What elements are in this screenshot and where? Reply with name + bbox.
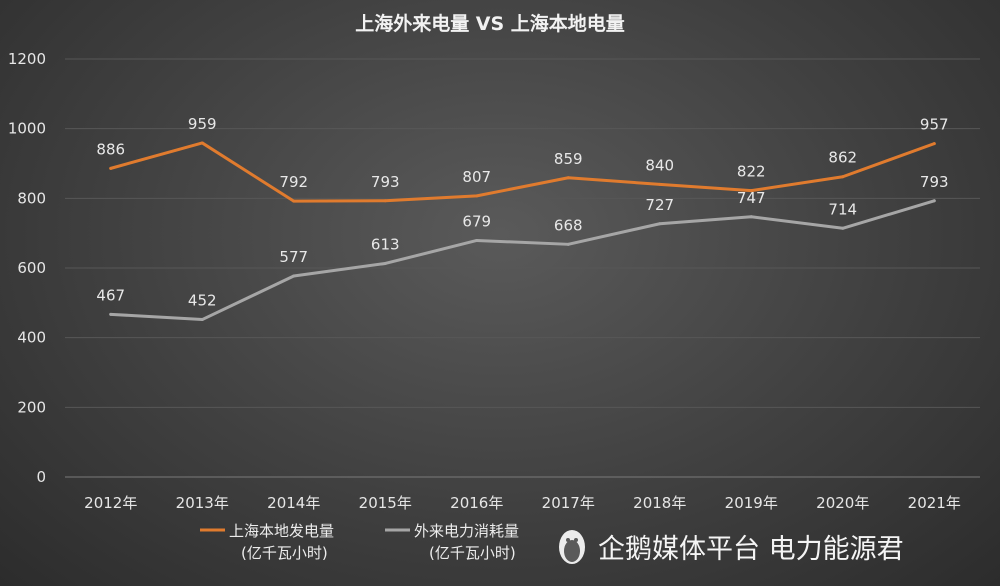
data-point — [109, 312, 113, 316]
data-label: 613 — [371, 235, 400, 253]
watermark-text: 企鹅媒体平台 电力能源君 — [598, 534, 904, 565]
data-label: 668 — [554, 216, 583, 234]
y-tick-label: 200 — [17, 398, 46, 416]
data-point — [383, 199, 387, 203]
data-point — [841, 175, 845, 179]
data-point — [292, 274, 296, 278]
y-axis-ticks: 0 200 400 600 800 1000 1200 — [8, 50, 46, 486]
data-label: 577 — [279, 248, 308, 266]
data-point — [658, 222, 662, 226]
x-tick-label: 2017年 — [542, 494, 595, 512]
data-label: 807 — [462, 168, 491, 186]
data-label: 452 — [188, 292, 217, 310]
data-label: 792 — [279, 173, 308, 191]
legend-item-local[interactable]: 上海本地发电量 (亿千瓦小时) — [200, 522, 334, 562]
data-label: 859 — [554, 150, 583, 168]
y-tick-label: 0 — [36, 468, 46, 486]
data-label: 959 — [188, 115, 217, 133]
y-tick-label: 400 — [17, 329, 46, 347]
legend: 上海本地发电量 (亿千瓦小时) 外来电力消耗量 (亿千瓦小时) — [200, 522, 519, 562]
data-point — [200, 318, 204, 322]
penguin-icon — [559, 530, 585, 564]
y-tick-label: 600 — [17, 259, 46, 277]
x-tick-label: 2018年 — [633, 494, 686, 512]
chart-title: 上海外来电量 VS 上海本地电量 — [355, 12, 625, 35]
y-tick-label: 1000 — [8, 120, 46, 138]
data-label: 793 — [371, 173, 400, 191]
watermark: 企鹅媒体平台 电力能源君 — [559, 530, 904, 565]
legend-label-imported: 外来电力消耗量 — [414, 522, 519, 540]
legend-unit-imported: (亿千瓦小时) — [429, 544, 516, 562]
data-point — [841, 226, 845, 230]
data-label: 679 — [462, 212, 491, 230]
data-point — [932, 199, 936, 203]
data-point — [749, 189, 753, 193]
legend-item-imported[interactable]: 外来电力消耗量 (亿千瓦小时) — [385, 522, 519, 562]
data-label: 862 — [828, 149, 857, 167]
x-axis-ticks: 2012年 2013年 2014年 2015年 2016年 2017年 2018年 2019年… — [84, 494, 961, 512]
data-point — [749, 215, 753, 219]
data-point — [658, 182, 662, 186]
y-tick-label: 800 — [17, 189, 46, 207]
data-label: 714 — [828, 200, 857, 218]
data-label: 467 — [96, 286, 125, 304]
data-label: 957 — [920, 116, 949, 134]
data-point — [932, 142, 936, 146]
series-line-0 — [109, 141, 936, 203]
x-tick-label: 2014年 — [267, 494, 320, 512]
data-label: 840 — [645, 156, 674, 174]
data-point — [292, 199, 296, 203]
data-label: 886 — [96, 140, 125, 158]
data-label: 822 — [737, 163, 766, 181]
x-tick-label: 2020年 — [816, 494, 869, 512]
data-point — [566, 176, 570, 180]
data-point — [566, 242, 570, 246]
data-point — [475, 238, 479, 242]
x-tick-label: 2015年 — [359, 494, 412, 512]
data-point — [383, 261, 387, 265]
data-label: 727 — [645, 196, 674, 214]
x-tick-label: 2019年 — [725, 494, 778, 512]
data-point — [109, 166, 113, 170]
x-tick-label: 2012年 — [84, 494, 137, 512]
data-label: 747 — [737, 189, 766, 207]
data-labels: 886 959 792 793 807 859 840 822 862 957 467 452 577 6… — [96, 115, 948, 310]
x-tick-label: 2021年 — [908, 494, 961, 512]
x-tick-label: 2016年 — [450, 494, 503, 512]
gridlines — [65, 58, 980, 478]
series-line-1 — [109, 199, 936, 322]
legend-unit-local: (亿千瓦小时) — [241, 544, 328, 562]
x-tick-label: 2013年 — [176, 494, 229, 512]
data-point — [475, 194, 479, 198]
data-label: 793 — [920, 173, 949, 191]
y-tick-label: 1200 — [8, 50, 46, 68]
data-point — [200, 141, 204, 145]
legend-label-local: 上海本地发电量 — [229, 522, 334, 540]
series-lines — [109, 141, 936, 322]
